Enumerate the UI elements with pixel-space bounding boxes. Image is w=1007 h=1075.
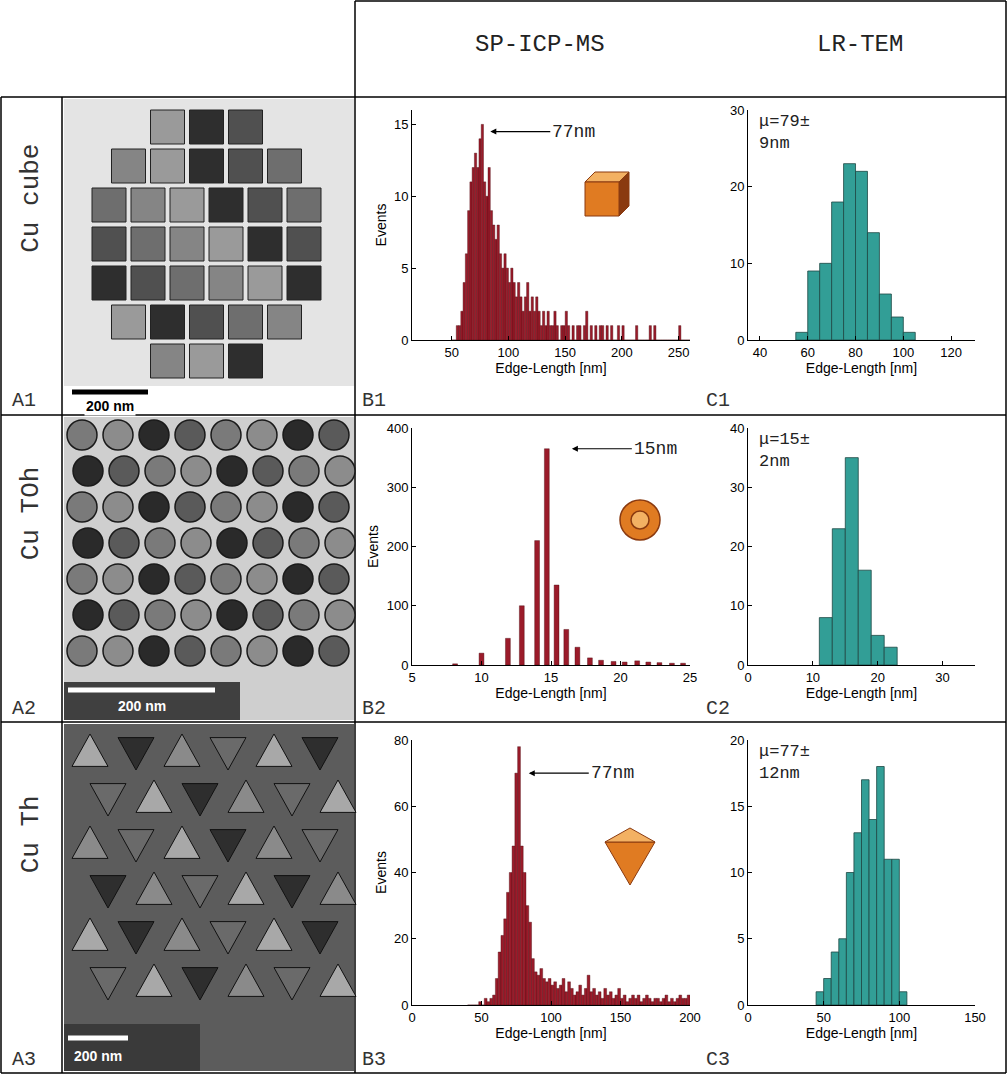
- svg-text:50: 50: [474, 1010, 488, 1025]
- svg-text:20: 20: [730, 539, 744, 554]
- svg-text:200 nm: 200 nm: [118, 698, 166, 714]
- svg-text:30: 30: [730, 103, 744, 118]
- svg-text:10: 10: [730, 256, 744, 271]
- svg-text:Cu cube: Cu cube: [16, 144, 46, 253]
- svg-text:A2: A2: [12, 697, 36, 720]
- svg-text:77nm: 77nm: [552, 122, 595, 142]
- svg-text:B1: B1: [362, 389, 386, 412]
- svg-text:B3: B3: [362, 1048, 386, 1071]
- svg-text:0: 0: [401, 658, 408, 673]
- svg-text:0: 0: [737, 998, 744, 1013]
- svg-text:Edge-Length [nm]: Edge-Length [nm]: [806, 360, 917, 376]
- svg-text:0: 0: [744, 1010, 751, 1025]
- svg-text:30: 30: [935, 670, 949, 685]
- svg-text:A3: A3: [12, 1048, 36, 1071]
- svg-text:77nm: 77nm: [591, 763, 634, 783]
- svg-text:μ=79±9nm: μ=79±9nm: [759, 112, 810, 153]
- svg-text:5: 5: [401, 261, 408, 276]
- svg-text:100: 100: [498, 345, 520, 360]
- svg-text:250: 250: [668, 345, 690, 360]
- svg-text:60: 60: [394, 799, 408, 814]
- svg-text:A1: A1: [12, 389, 36, 412]
- svg-text:20: 20: [870, 670, 884, 685]
- svg-text:10: 10: [730, 865, 744, 880]
- svg-text:30: 30: [730, 480, 744, 495]
- svg-text:10: 10: [394, 189, 408, 204]
- svg-text:5: 5: [408, 670, 415, 685]
- svg-text:C1: C1: [706, 389, 730, 412]
- svg-text:LR-TEM: LR-TEM: [817, 31, 903, 58]
- svg-text:150: 150: [610, 1010, 632, 1025]
- svg-text:50: 50: [816, 1010, 830, 1025]
- svg-text:15nm: 15nm: [634, 439, 677, 459]
- svg-text:200: 200: [611, 345, 633, 360]
- svg-text:50: 50: [444, 345, 458, 360]
- svg-text:0: 0: [408, 1010, 415, 1025]
- svg-text:Events: Events: [373, 851, 389, 894]
- svg-text:120: 120: [940, 345, 962, 360]
- svg-text:10: 10: [474, 670, 488, 685]
- svg-text:20: 20: [394, 931, 408, 946]
- svg-text:40: 40: [730, 421, 744, 436]
- svg-text:20: 20: [613, 670, 627, 685]
- svg-text:Events: Events: [365, 525, 381, 568]
- svg-text:C3: C3: [706, 1048, 730, 1071]
- svg-text:100: 100: [387, 598, 409, 613]
- svg-text:Cu TOh: Cu TOh: [16, 467, 46, 561]
- svg-text:10: 10: [730, 598, 744, 613]
- svg-text:200 nm: 200 nm: [74, 1048, 122, 1064]
- svg-text:100: 100: [540, 1010, 562, 1025]
- svg-text:0: 0: [744, 670, 751, 685]
- svg-text:80: 80: [394, 733, 408, 748]
- svg-text:200: 200: [387, 539, 409, 554]
- svg-text:C2: C2: [706, 697, 730, 720]
- svg-text:40: 40: [394, 865, 408, 880]
- svg-text:0: 0: [737, 333, 744, 348]
- svg-text:20: 20: [730, 179, 744, 194]
- svg-text:μ=15±2nm: μ=15±2nm: [759, 430, 810, 471]
- svg-text:200 nm: 200 nm: [86, 398, 134, 414]
- svg-text:15: 15: [544, 670, 558, 685]
- svg-text:400: 400: [387, 421, 409, 436]
- svg-text:60: 60: [801, 345, 815, 360]
- svg-text:10: 10: [806, 670, 820, 685]
- svg-text:200: 200: [679, 1010, 701, 1025]
- svg-text:B2: B2: [362, 697, 386, 720]
- svg-text:SP-ICP-MS: SP-ICP-MS: [475, 31, 605, 58]
- svg-text:80: 80: [848, 345, 862, 360]
- svg-text:Edge-Length [nm]: Edge-Length [nm]: [806, 685, 917, 701]
- svg-text:150: 150: [964, 1010, 986, 1025]
- svg-text:0: 0: [737, 658, 744, 673]
- svg-text:Edge-Length [nm]: Edge-Length [nm]: [495, 1025, 606, 1041]
- svg-text:15: 15: [394, 117, 408, 132]
- svg-text:μ=77±12nm: μ=77±12nm: [759, 742, 810, 783]
- svg-text:300: 300: [387, 480, 409, 495]
- svg-text:0: 0: [401, 998, 408, 1013]
- svg-text:0: 0: [401, 333, 408, 348]
- svg-text:150: 150: [554, 345, 576, 360]
- svg-text:100: 100: [888, 1010, 910, 1025]
- svg-text:40: 40: [753, 345, 767, 360]
- svg-text:15: 15: [730, 799, 744, 814]
- svg-text:5: 5: [737, 931, 744, 946]
- svg-text:Edge-Length [nm]: Edge-Length [nm]: [495, 685, 606, 701]
- svg-text:Edge-Length [nm]: Edge-Length [nm]: [495, 360, 606, 376]
- svg-text:20: 20: [730, 733, 744, 748]
- svg-text:100: 100: [892, 345, 914, 360]
- svg-text:Events: Events: [373, 204, 389, 247]
- svg-text:25: 25: [683, 670, 697, 685]
- svg-text:Cu Th: Cu Th: [16, 795, 46, 873]
- svg-text:Edge-Length [nm]: Edge-Length [nm]: [806, 1025, 917, 1041]
